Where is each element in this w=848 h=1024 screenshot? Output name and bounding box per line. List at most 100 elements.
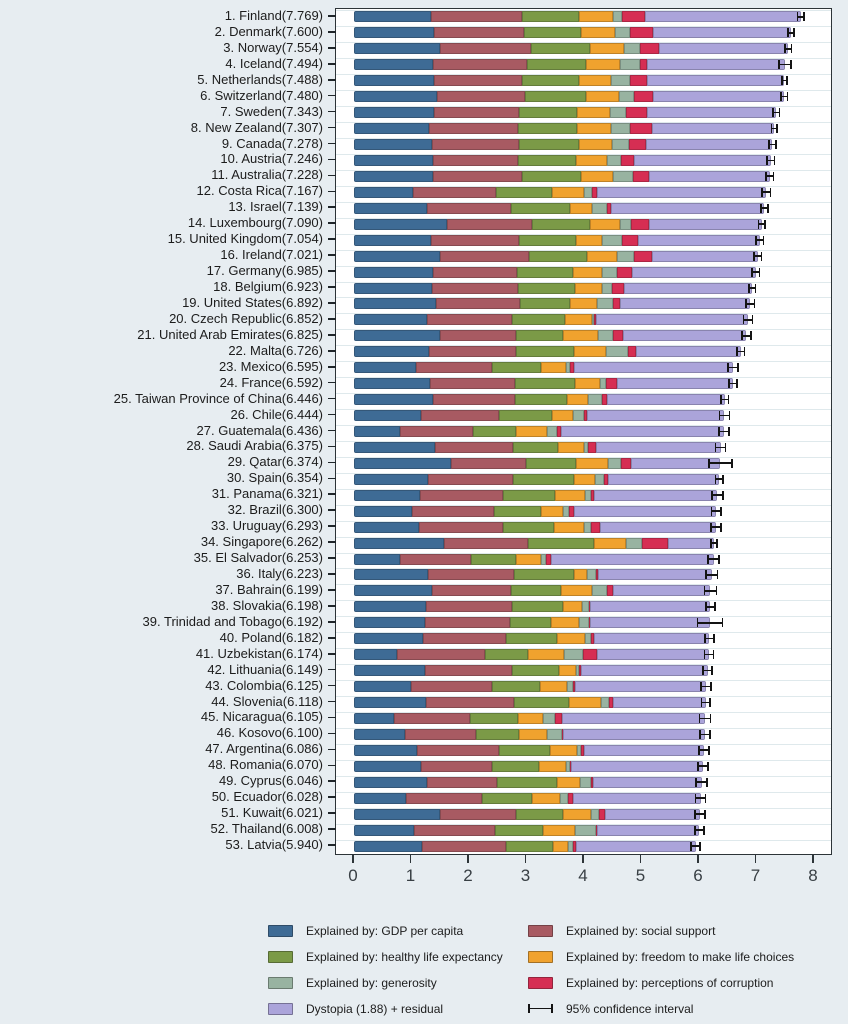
bar-segment-dystopia — [623, 330, 747, 342]
x-tick — [582, 855, 584, 863]
legend-item-health: Explained by: healthy life expectancy — [268, 950, 528, 964]
confidence-interval — [690, 841, 701, 851]
bar-segment-social — [414, 824, 496, 836]
bar-segment-dystopia — [651, 123, 775, 135]
gridline — [336, 552, 831, 554]
ci-line — [748, 287, 757, 289]
ci-cap-right — [751, 315, 754, 325]
confidence-interval — [702, 666, 713, 676]
bar-segment-gdp — [354, 250, 441, 262]
bar-segment-corruption — [595, 824, 598, 836]
bar-segment-social — [432, 170, 522, 182]
ci-line — [714, 478, 724, 481]
bar-segment-corruption — [620, 154, 634, 166]
country-label: 30. Spain(6.354) — [226, 470, 323, 486]
bar-segment-gdp — [354, 91, 438, 103]
bar-segment-health — [512, 441, 559, 453]
bar-segment-gdp — [354, 585, 433, 597]
bar-segment-gdp — [354, 394, 433, 406]
ci-cap-right — [715, 586, 718, 596]
bar-row — [354, 266, 756, 278]
bar-row — [354, 394, 725, 406]
ci-cap-right — [730, 458, 733, 468]
bar-row — [354, 298, 751, 310]
bar-segment-health — [521, 75, 580, 87]
ci-line — [708, 462, 733, 465]
y-tick — [328, 557, 336, 559]
bar-row — [354, 75, 785, 87]
legend-label: Explained by: freedom to make life choic… — [566, 949, 795, 964]
bar-row — [354, 665, 708, 677]
ci-line — [720, 398, 730, 401]
ci-cap-right — [728, 411, 731, 421]
legend-label: Explained by: GDP per capita — [306, 923, 464, 938]
y-tick — [328, 174, 336, 177]
confidence-interval — [698, 713, 712, 723]
bar-row — [354, 601, 711, 613]
y-tick — [328, 525, 336, 527]
y-tick — [328, 334, 336, 336]
bar-segment-health — [491, 760, 540, 772]
bar-segment-health — [516, 346, 574, 358]
ci-cap-right — [551, 1004, 553, 1013]
bar-segment-health — [522, 11, 579, 23]
bar-segment-generosity — [564, 649, 583, 661]
bar-segment-health — [529, 250, 587, 262]
bar-segment-generosity — [624, 43, 640, 55]
country-label: 28. Saudi Arabia(6.375) — [186, 438, 323, 454]
y-tick — [328, 461, 336, 464]
bar-segment-generosity — [618, 91, 634, 103]
gridline — [336, 106, 831, 108]
bar-segment-freedom — [540, 505, 563, 517]
bar-segment-dystopia — [574, 362, 734, 374]
bar-segment-generosity — [547, 728, 563, 740]
confidence-interval — [728, 379, 738, 389]
bar-row — [354, 426, 725, 437]
bar-row — [354, 840, 696, 852]
ci-cap-left — [781, 76, 783, 86]
ci-cap-left — [718, 411, 721, 421]
bar-segment-health — [506, 633, 557, 645]
country-label: 41. Uzbekistan(6.174) — [195, 645, 323, 661]
ci-cap-left — [751, 267, 753, 277]
gridline — [336, 185, 831, 187]
bar-segment-generosity — [597, 330, 613, 342]
y-tick — [328, 780, 336, 783]
ci-line — [741, 334, 752, 337]
ci-line — [702, 669, 713, 672]
gridline — [336, 696, 831, 698]
bar-segment-corruption — [591, 633, 595, 645]
bar-segment-gdp — [354, 107, 434, 119]
gridline — [336, 122, 831, 124]
bar-segment-gdp — [354, 154, 434, 166]
country-label: 38. Slovakia(6.198) — [210, 597, 323, 613]
bar-segment-generosity — [611, 123, 631, 135]
bar-segment-freedom — [575, 282, 603, 294]
legend-item-generosity: Explained by: generosity — [268, 976, 528, 990]
country-label: 27. Guatemala(6.436) — [196, 422, 323, 438]
bar-segment-health — [513, 569, 574, 581]
confidence-interval — [707, 554, 720, 564]
ci-cap-left — [770, 124, 773, 134]
bar-segment-gdp — [354, 473, 428, 485]
bar-segment-corruption — [639, 43, 660, 55]
country-label: 20. Czech Republic(6.852) — [169, 310, 323, 326]
bar-segment-social — [433, 154, 518, 166]
gridline — [336, 361, 831, 363]
bar-row — [354, 808, 701, 820]
ci-line — [710, 510, 722, 512]
bar-segment-freedom — [519, 728, 548, 740]
bar-row — [354, 728, 705, 740]
ci-cap-right — [762, 235, 765, 245]
bar-segment-generosity — [590, 808, 600, 820]
bar-segment-dystopia — [611, 202, 765, 214]
ci-cap-right — [706, 777, 708, 787]
y-tick — [328, 684, 336, 687]
ci-cap-right — [713, 634, 715, 644]
ci-line — [697, 765, 709, 767]
bar-row — [354, 617, 710, 629]
confidence-interval — [786, 28, 796, 38]
bar-segment-gdp — [354, 59, 434, 71]
bar-segment-social — [400, 426, 473, 437]
bar-segment-freedom — [553, 840, 569, 852]
